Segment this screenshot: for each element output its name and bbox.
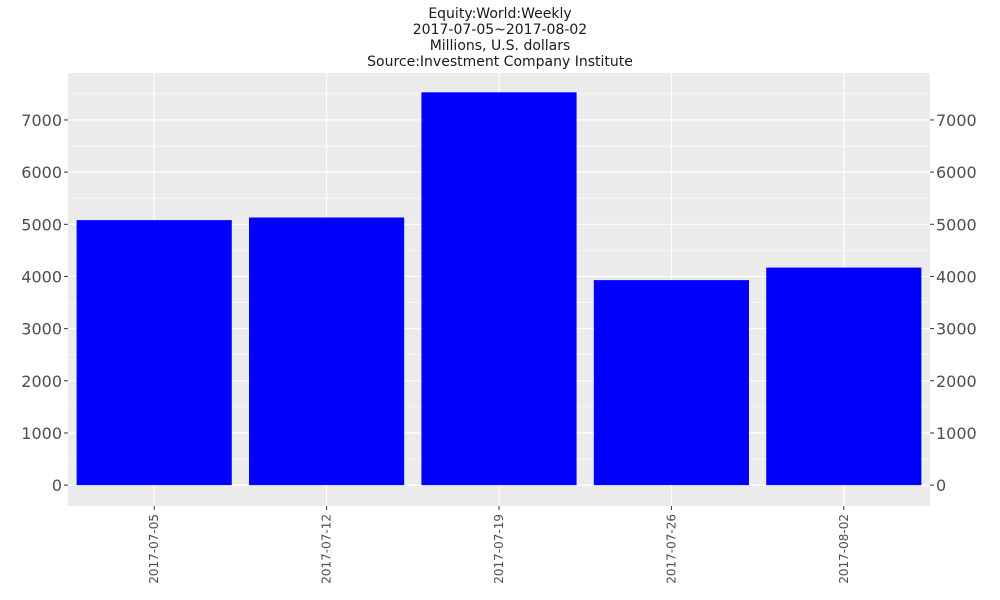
chart-title: Equity:World:Weekly 2017-07-05~2017-08-0… — [367, 6, 633, 70]
y-tick-label-right: 1000 — [936, 424, 977, 443]
y-axis-left: 0 1000 2000 3000 4000 5000 6000 7000 — [21, 111, 68, 495]
bar — [766, 267, 922, 486]
y-tick-label: 4000 — [21, 267, 62, 286]
x-tick-label: 2017-08-02 — [837, 514, 851, 584]
title-line-4: Source:Investment Company Institute — [367, 54, 633, 70]
y-tick-label-right: 4000 — [936, 267, 977, 286]
bar — [249, 217, 405, 486]
y-tick-label: 5000 — [21, 215, 62, 234]
x-tick-label: 2017-07-19 — [492, 514, 506, 584]
y-tick-label: 2000 — [21, 372, 62, 391]
bar — [421, 92, 577, 486]
bar — [593, 280, 749, 486]
y-tick-label: 7000 — [21, 111, 62, 130]
y-tick-label-right: 6000 — [936, 163, 977, 182]
y-tick-label-right: 0 — [936, 476, 946, 495]
y-tick-label-right: 5000 — [936, 215, 977, 234]
x-tick-label: 2017-07-05 — [147, 514, 161, 584]
y-tick-label: 0 — [52, 476, 62, 495]
title-line-1: Equity:World:Weekly — [428, 6, 571, 22]
y-tick-label-right: 3000 — [936, 320, 977, 339]
y-tick-label: 3000 — [21, 320, 62, 339]
x-tick-label: 2017-07-12 — [320, 514, 334, 584]
x-tick-label: 2017-07-26 — [664, 514, 678, 584]
y-axis-right: 0 1000 2000 3000 4000 5000 6000 7000 — [930, 111, 977, 495]
title-line-3: Millions, U.S. dollars — [430, 38, 571, 54]
bar — [76, 220, 232, 486]
y-tick-label: 1000 — [21, 424, 62, 443]
y-tick-label-right: 2000 — [936, 372, 977, 391]
x-axis: 2017-07-05 2017-07-12 2017-07-19 2017-07-26… — [147, 506, 851, 584]
y-tick-label: 6000 — [21, 163, 62, 182]
title-line-2: 2017-07-05~2017-08-02 — [413, 22, 587, 38]
y-tick-label-right: 7000 — [936, 111, 977, 130]
bars — [76, 92, 922, 486]
